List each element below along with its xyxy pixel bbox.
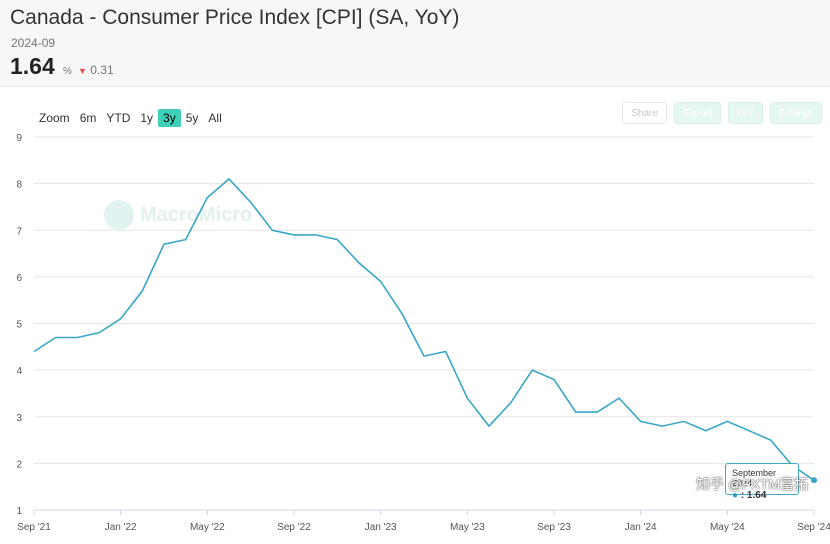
toolbar: Share Export DIY Enlarge	[622, 102, 822, 124]
watermark: MacroMicro	[104, 200, 252, 230]
header: Canada - Consumer Price Index [CPI] (SA,…	[0, 0, 830, 87]
latest-date: 2024-09	[11, 36, 56, 50]
down-arrow-icon: ▼	[78, 66, 87, 76]
value-change: ▼ 0.31	[78, 63, 114, 77]
series-dot-icon: ●	[732, 490, 739, 501]
x-tick-label: May '23	[450, 522, 485, 533]
corner-watermark: 知乎 @FXTM富拓	[696, 476, 809, 492]
y-tick-label: 6	[16, 273, 22, 284]
y-tick-label: 2	[16, 459, 22, 470]
x-tick-label: May '24	[710, 522, 745, 533]
x-tick-label: Jan '23	[365, 522, 397, 533]
x-tick-label: Sep '23	[537, 522, 571, 533]
y-tick-label: 8	[16, 180, 22, 191]
tooltip: September 2024 ● : 1.64	[725, 463, 799, 501]
diy-button[interactable]: DIY	[727, 102, 763, 124]
page-title: Canada - Consumer Price Index [CPI] (SA,…	[10, 6, 460, 29]
y-tick-label: 3	[16, 413, 22, 424]
enlarge-button[interactable]: Enlarge	[769, 102, 822, 124]
tooltip-value: : 1.64	[740, 490, 767, 501]
export-button[interactable]: Export	[673, 102, 721, 124]
tooltip-date: September 2024	[732, 468, 777, 488]
x-tick-label: Jan '22	[105, 522, 137, 533]
x-tick-label: Jan '24	[625, 522, 657, 533]
range-5y-button[interactable]: 5y	[185, 111, 199, 125]
range-ytd-button[interactable]: YTD	[106, 111, 131, 125]
x-tick-label: May '22	[190, 522, 225, 533]
x-tick-label: Sep '22	[277, 522, 311, 533]
data-point	[811, 477, 817, 484]
change-value: 0.31	[90, 63, 114, 77]
y-tick-label: 5	[16, 320, 22, 331]
macromicro-logo-icon	[104, 200, 134, 230]
watermark-text: MacroMicro	[140, 203, 253, 226]
series-line	[33, 177, 815, 481]
zoom-label: Zoom	[39, 111, 70, 125]
range-all-button[interactable]: All	[208, 111, 222, 125]
y-tick-label: 4	[16, 366, 22, 377]
y-tick-label: 1	[16, 506, 22, 517]
x-tick-label: Sep '24	[797, 522, 830, 533]
range-6m-button[interactable]: 6m	[79, 111, 97, 125]
range-1y-button[interactable]: 1y	[140, 111, 154, 125]
latest-value: 1.64	[10, 53, 55, 79]
share-button[interactable]: Share	[622, 102, 667, 124]
y-tick-label: 7	[16, 226, 22, 237]
value-unit: %	[63, 66, 72, 77]
x-tick-label: Sep '21	[17, 522, 51, 533]
range-3y-button[interactable]: 3y	[158, 109, 181, 127]
range-selector: Zoom 6m YTD 1y 3y 5y All	[34, 109, 227, 127]
y-tick-label: 9	[16, 133, 22, 144]
